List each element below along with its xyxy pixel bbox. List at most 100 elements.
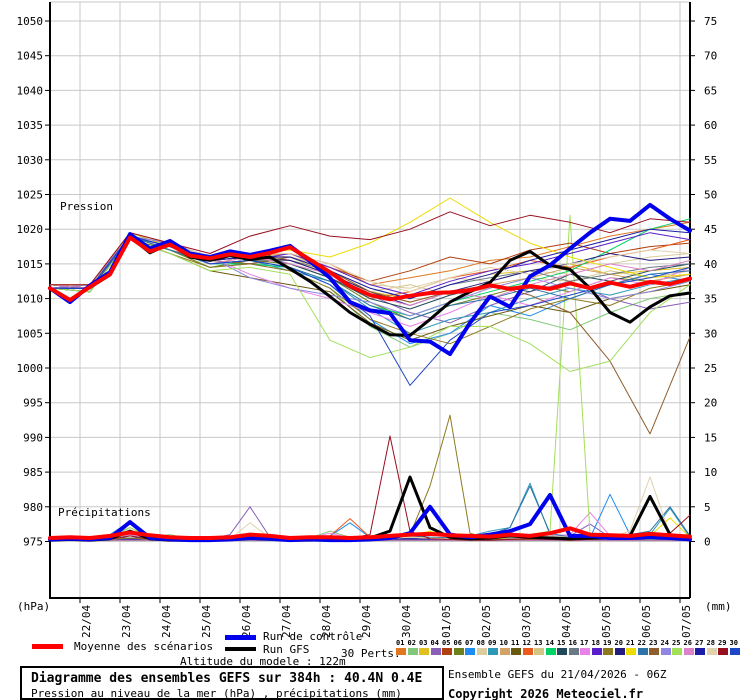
pert-cell-26: 26 <box>683 639 696 655</box>
date-label: 22/04 <box>80 605 93 638</box>
pert-number: 26 <box>683 639 692 647</box>
right-tick-label: 45 <box>704 223 717 236</box>
pert-number: 21 <box>626 639 635 647</box>
pert-color-swatch <box>718 648 728 655</box>
pert-color-swatch <box>729 648 740 655</box>
date-label: 26/04 <box>240 605 253 638</box>
pert-color-swatch <box>430 648 441 655</box>
right-tick-label: 60 <box>704 119 717 132</box>
date-label: 24/04 <box>160 605 173 638</box>
pert-number: 25 <box>672 639 681 647</box>
date-label: 27/04 <box>280 605 293 638</box>
precip-zone-label: Précipitations <box>58 506 151 519</box>
pert-cell-08: 08 <box>476 639 489 655</box>
pert-number: 17 <box>580 639 589 647</box>
pert-color-swatch <box>649 648 659 655</box>
pert-color-swatch <box>580 648 590 655</box>
left-tick-label: 1020 <box>17 223 44 236</box>
pert-number: 18 <box>591 639 600 647</box>
pert-cell-22: 22 <box>637 639 650 655</box>
pert-cell-21: 21 <box>626 639 638 655</box>
left-tick-label: 1040 <box>17 84 44 97</box>
pert-number: 15 <box>557 639 566 647</box>
pert-number: 24 <box>660 639 669 647</box>
pert-cell-16: 16 <box>568 639 581 655</box>
pressure-mean <box>48 235 692 302</box>
date-label: 06/05 <box>640 605 653 638</box>
pert-color-swatch <box>465 648 475 655</box>
pert-color-swatch <box>568 648 579 655</box>
pert-number: 29 <box>718 639 727 647</box>
pert-color-swatch <box>534 648 544 655</box>
pert-cell-11: 11 <box>511 639 523 655</box>
right-tick-label: 25 <box>704 362 717 375</box>
pressure-p30 <box>49 235 691 386</box>
pert-cell-03: 03 <box>419 639 431 655</box>
pressure-p29 <box>49 211 691 286</box>
pert-cell-23: 23 <box>649 639 661 655</box>
pert-cell-09: 09 <box>488 639 500 655</box>
date-label: 25/04 <box>200 605 213 638</box>
chart-title-box: Diagramme des ensembles GEFS sur 384h : … <box>20 666 444 700</box>
pert-cell-15: 15 <box>557 639 569 655</box>
pressure-p14 <box>49 218 691 317</box>
pert-color-swatch <box>672 648 682 655</box>
date-label: 30/04 <box>400 605 413 638</box>
pert-number: 19 <box>603 639 612 647</box>
precip-p29 <box>49 435 691 541</box>
left-tick-label: 980 <box>23 501 43 514</box>
pert-number: 16 <box>568 639 577 647</box>
pert-number: 05 <box>442 639 451 647</box>
pert-number: 14 <box>545 639 554 647</box>
right-tick-label: 50 <box>704 189 717 202</box>
pert-cell-12: 12 <box>522 639 535 655</box>
control-line-swatch <box>225 635 256 640</box>
left-tick-label: 1005 <box>17 327 44 340</box>
left-tick-label: 990 <box>23 431 43 444</box>
pert-cell-19: 19 <box>603 639 615 655</box>
copyright: Copyright 2026 Meteociel.fr <box>448 687 644 700</box>
pert-number: 13 <box>534 639 543 647</box>
date-label: 04/05 <box>560 605 573 638</box>
left-tick-label: 1045 <box>17 50 44 63</box>
left-tick-label: 985 <box>23 466 43 479</box>
pressure-zone-label: Pression <box>60 200 113 213</box>
pressure-p23 <box>49 235 691 435</box>
pert-number: 07 <box>465 639 474 647</box>
pert-color-swatch <box>476 648 487 655</box>
pert-cell-14: 14 <box>545 639 558 655</box>
left-tick-label: 1030 <box>17 154 44 167</box>
date-label: 23/04 <box>120 605 133 638</box>
right-tick-label: 40 <box>704 258 717 271</box>
pert-color-swatch <box>488 648 498 655</box>
pert-cell-01: 01 <box>396 639 408 655</box>
legend-mean-label: Moyenne des scénarios <box>74 640 214 653</box>
mean-line-swatch <box>32 644 63 649</box>
pert-color-swatch <box>591 648 602 655</box>
right-tick-label: 55 <box>704 154 717 167</box>
pert-cell-06: 06 <box>453 639 466 655</box>
precip-mean <box>48 526 692 540</box>
pert-number: 22 <box>637 639 646 647</box>
pert-color-swatch <box>545 648 556 655</box>
pert-color-swatch <box>396 648 406 655</box>
pert-color-swatch <box>557 648 567 655</box>
ensemble-chart: 9759809859909951000100510101015102010251… <box>17 1 717 638</box>
pert-number: 30 <box>729 639 738 647</box>
model-altitude-label: Altitude du modele : 122m <box>180 655 346 668</box>
run-info: Ensemble GEFS du 21/04/2026 - 06Z <box>448 668 667 681</box>
pert-color-swatch <box>603 648 613 655</box>
pert-color-swatch <box>626 648 636 655</box>
precip-p19 <box>49 414 691 541</box>
pert-number: 28 <box>706 639 715 647</box>
pert-number: 10 <box>499 639 508 647</box>
right-tick-label: 20 <box>704 397 717 410</box>
pert-number: 06 <box>453 639 462 647</box>
left-axis-unit: (hPa) <box>17 600 51 613</box>
chart-title: Diagramme des ensembles GEFS sur 384h : … <box>31 671 423 686</box>
right-tick-label: 70 <box>704 50 717 63</box>
pert-number: 23 <box>649 639 658 647</box>
gfs-line-swatch <box>225 647 256 651</box>
pert-color-swatch <box>522 648 533 655</box>
pert-number: 02 <box>407 639 416 647</box>
